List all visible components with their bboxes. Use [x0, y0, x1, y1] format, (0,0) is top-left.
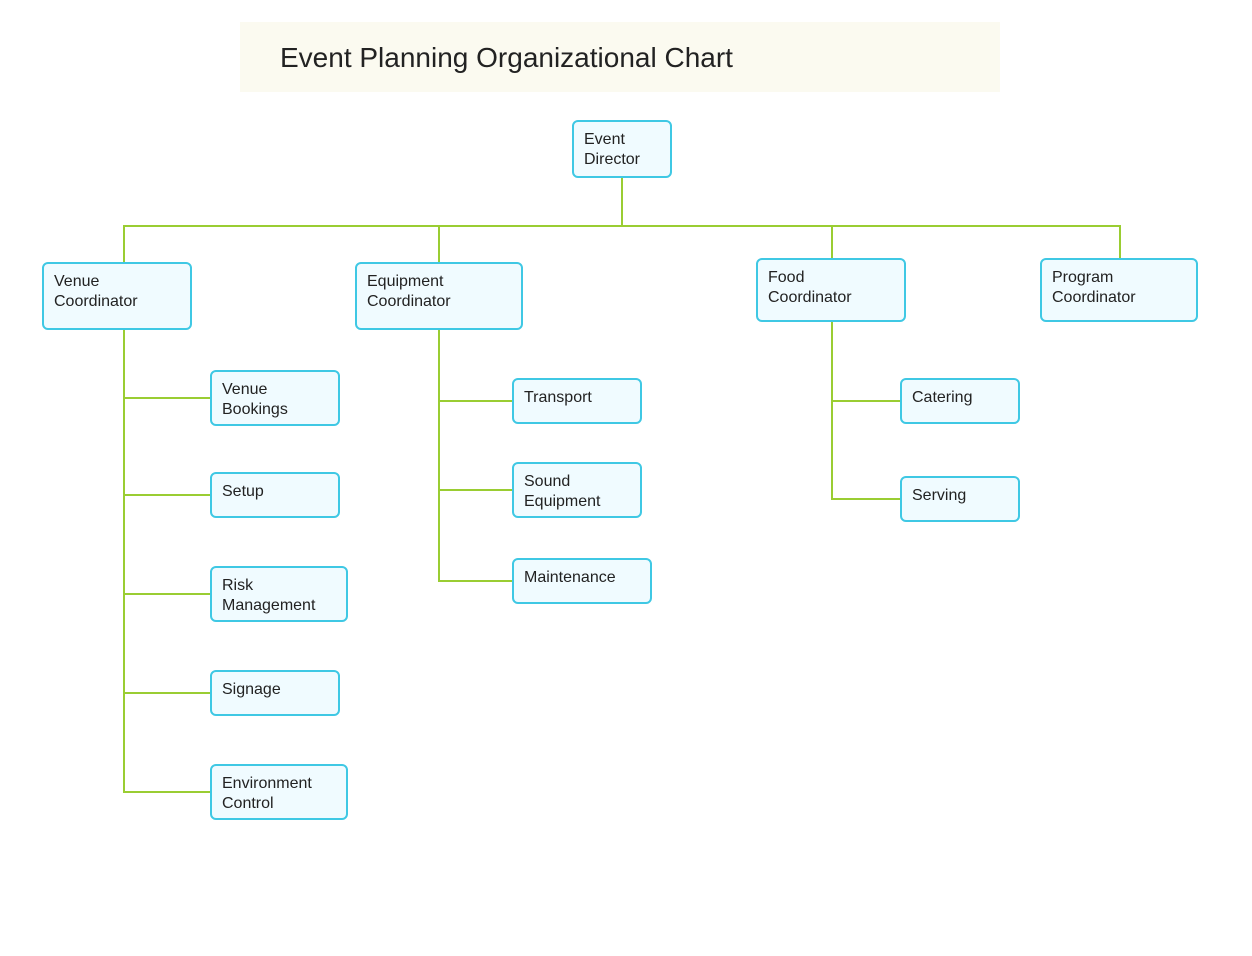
node-label: EquipmentCoordinator [367, 272, 451, 312]
node-label: EventDirector [584, 130, 640, 170]
node-label: VenueCoordinator [54, 272, 138, 312]
node-equip: EquipmentCoordinator [355, 262, 523, 330]
org-chart-canvas: { "title": { "text": "Event Planning Org… [0, 0, 1252, 956]
node-label: Catering [912, 388, 972, 408]
node-e_maint: Maintenance [512, 558, 652, 604]
node-f_serving: Serving [900, 476, 1020, 522]
node-e_sound: SoundEquipment [512, 462, 642, 518]
chart-title: Event Planning Organizational Chart [240, 22, 1000, 92]
node-label: VenueBookings [222, 380, 288, 420]
node-label: Maintenance [524, 568, 616, 588]
node-v_book: VenueBookings [210, 370, 340, 426]
node-label: EnvironmentControl [222, 774, 312, 814]
node-program: ProgramCoordinator [1040, 258, 1198, 322]
node-e_transport: Transport [512, 378, 642, 424]
node-v_risk: RiskManagement [210, 566, 348, 622]
node-label: Serving [912, 486, 966, 506]
node-label: Transport [524, 388, 592, 408]
node-label: Signage [222, 680, 281, 700]
node-label: Setup [222, 482, 264, 502]
node-director: EventDirector [572, 120, 672, 178]
node-label: FoodCoordinator [768, 268, 852, 308]
node-venue: VenueCoordinator [42, 262, 192, 330]
node-v_sign: Signage [210, 670, 340, 716]
node-f_catering: Catering [900, 378, 1020, 424]
node-v_setup: Setup [210, 472, 340, 518]
node-v_env: EnvironmentControl [210, 764, 348, 820]
node-food: FoodCoordinator [756, 258, 906, 322]
node-label: SoundEquipment [524, 472, 601, 512]
node-label: ProgramCoordinator [1052, 268, 1136, 308]
node-label: RiskManagement [222, 576, 315, 616]
